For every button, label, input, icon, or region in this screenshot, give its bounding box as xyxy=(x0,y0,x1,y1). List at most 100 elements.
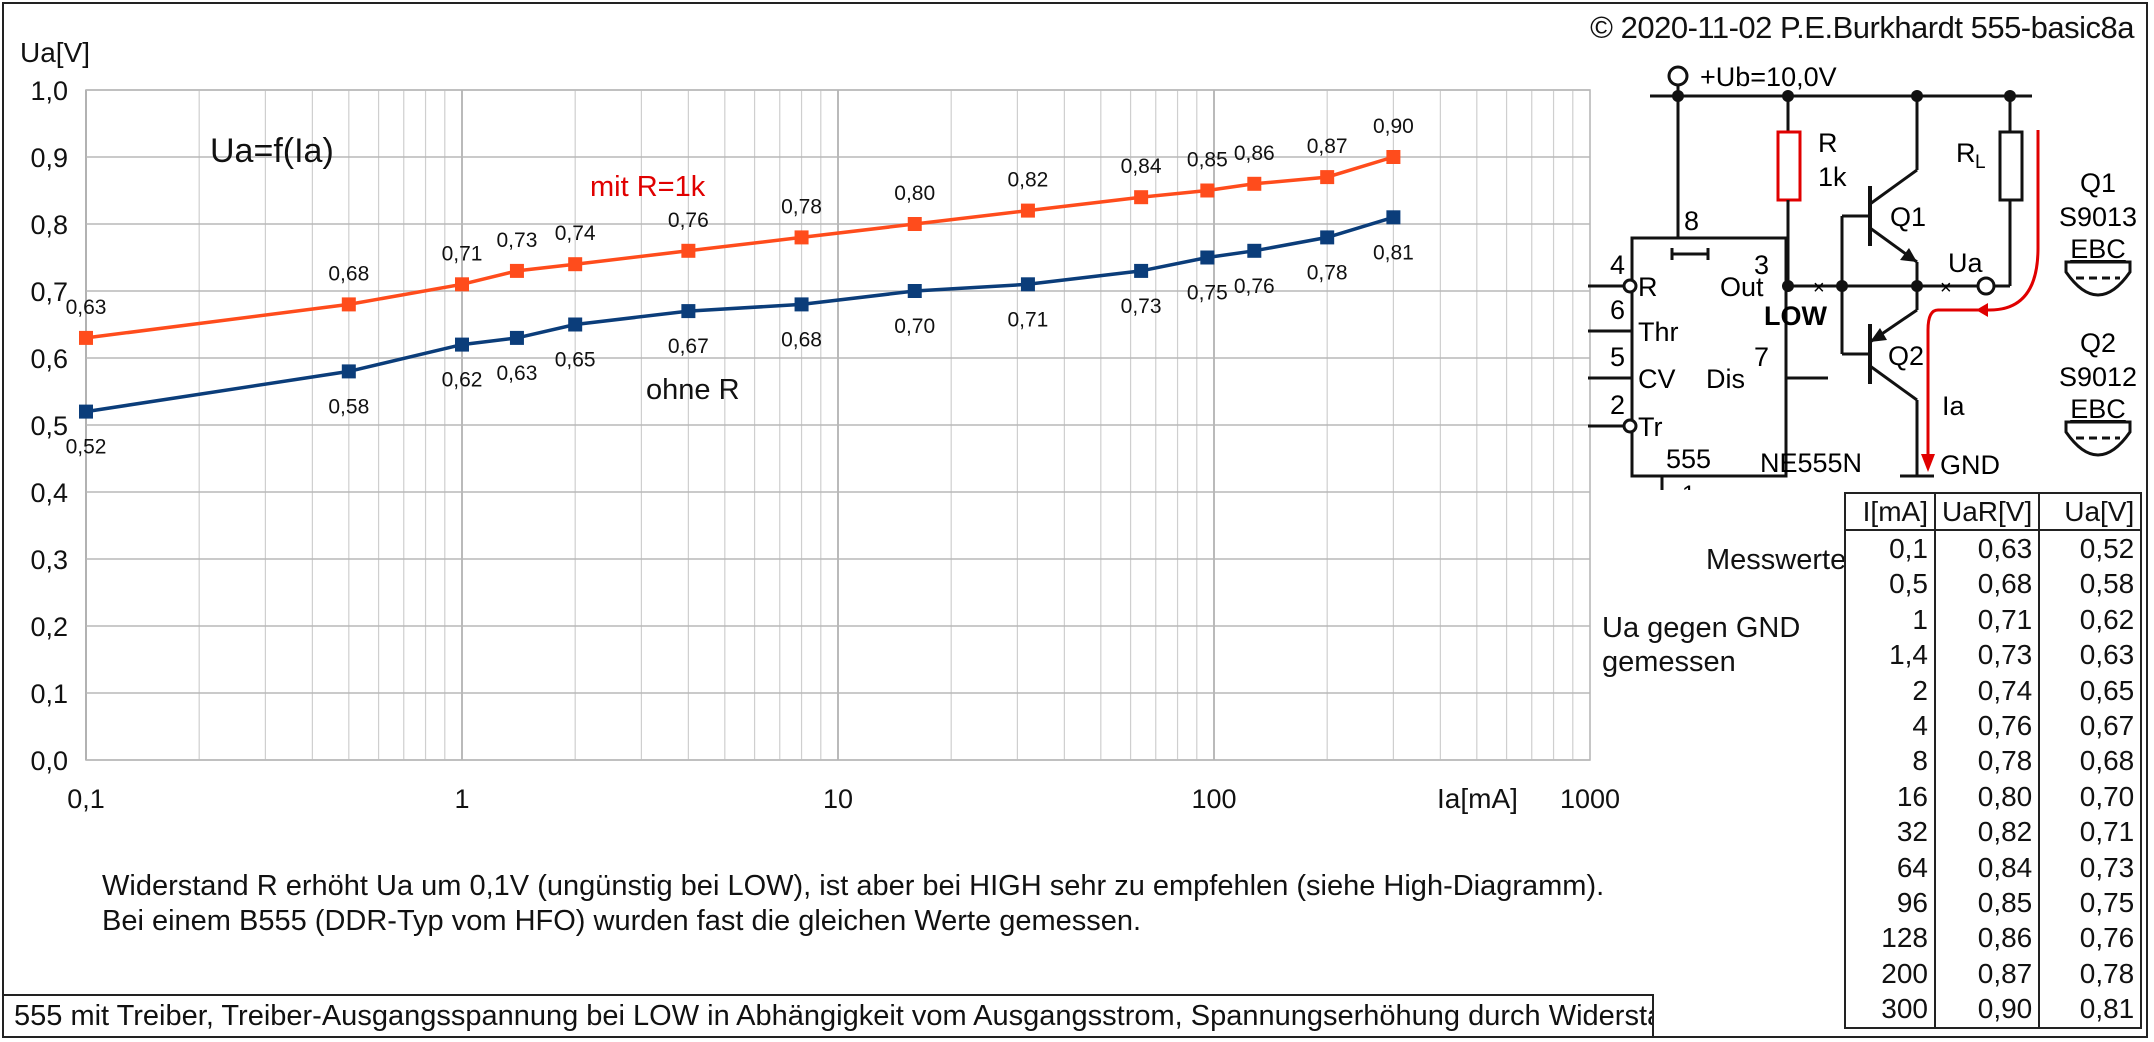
table-cell: 0,73 xyxy=(2038,849,2143,886)
data-label: 0,71 xyxy=(442,242,483,265)
ic-name: 555 xyxy=(1666,444,1711,474)
data-point xyxy=(1200,183,1215,198)
data-point xyxy=(1247,243,1262,258)
table-row: 0,5 0,68 0,58 xyxy=(1844,566,2143,603)
table-row: 96 0,85 0,75 xyxy=(1844,885,2143,921)
rl-sub: L xyxy=(1975,152,1986,173)
y-tick-label: 0,9 xyxy=(30,143,68,173)
q1-name: Q1 xyxy=(1890,202,1926,232)
series-markers xyxy=(79,150,1401,419)
table-cell: 128 xyxy=(1844,920,1936,957)
table-cell: 1,4 xyxy=(1844,637,1936,673)
data-label: 0,63 xyxy=(497,362,538,385)
x-tick-label: 1 xyxy=(454,784,469,814)
rl-name: R xyxy=(1956,138,1976,168)
measurement-note-1: Ua gegen GND xyxy=(1602,612,1801,644)
x-axis-label: Ia[mA] xyxy=(1437,783,1518,814)
table-cell: 0,71 xyxy=(2038,814,2143,850)
table-row: 8 0,78 0,68 xyxy=(1844,743,2143,780)
data-point xyxy=(455,337,469,352)
series-lines xyxy=(85,155,1394,414)
table-header: I[mA] xyxy=(1844,493,1936,532)
y-tick-label: 1,0 xyxy=(30,76,68,106)
table-cell: 0,85 xyxy=(1933,885,2041,921)
table-cell: 0,76 xyxy=(2038,920,2143,957)
table-cell: 0,68 xyxy=(2038,743,2143,780)
table-row: 128 0,86 0,76 xyxy=(1844,920,2143,957)
table-cell: 0,84 xyxy=(1933,849,2041,886)
table-cell: 300 xyxy=(1844,991,1936,1028)
data-label: 0,81 xyxy=(1373,241,1414,264)
q1-package-icon xyxy=(2064,260,2132,297)
table-cell: 0,73 xyxy=(1933,637,2041,673)
table-cell: 0,68 xyxy=(1933,566,2041,603)
data-label: 0,84 xyxy=(1121,155,1162,178)
table-row: 200 0,87 0,78 xyxy=(1844,956,2143,992)
data-point xyxy=(568,257,583,272)
data-label: 0,52 xyxy=(66,436,107,459)
data-point xyxy=(1020,203,1035,218)
table-cell: 8 xyxy=(1844,743,1936,780)
data-point xyxy=(681,243,696,258)
data-label: 0,71 xyxy=(1007,308,1048,331)
table-cell: 200 xyxy=(1844,956,1936,992)
table-cell: 0,82 xyxy=(1933,814,2041,850)
data-point xyxy=(1134,190,1149,205)
q2-name: Q2 xyxy=(1888,341,1924,371)
data-point xyxy=(1134,263,1149,278)
table-header: UaR[V] xyxy=(1933,493,2041,532)
table-cell: 0,65 xyxy=(2038,672,2143,709)
table-title: Messwerte xyxy=(1706,544,1847,576)
chart-grid xyxy=(85,89,1591,761)
pin-2-num: 2 xyxy=(1610,390,1625,420)
data-label: 0,80 xyxy=(894,182,935,205)
y-tick-label: 0,3 xyxy=(30,545,68,575)
y-tick-label: 0,6 xyxy=(30,344,68,374)
data-label: 0,70 xyxy=(894,315,935,338)
current-path xyxy=(1926,130,2040,460)
data-point xyxy=(1247,176,1262,191)
ua-label: Ua xyxy=(1948,248,1983,278)
table-cell: 16 xyxy=(1844,779,1936,815)
chart-title: Ua=f(Ia) xyxy=(210,132,334,170)
pin-7-num: 7 xyxy=(1754,342,1769,372)
resistor-r xyxy=(1776,130,1802,202)
data-point xyxy=(907,284,922,298)
data-point xyxy=(509,330,524,345)
note-line-2: Bei einem B555 (DDR-Typ vom HFO) wurden … xyxy=(102,905,1142,937)
data-label: 0,62 xyxy=(442,369,483,392)
out-state: LOW xyxy=(1764,301,1827,331)
data-label: 0,76 xyxy=(1234,275,1275,298)
x-tick-label: 1000 xyxy=(1560,784,1620,814)
table-cell: 0,90 xyxy=(1933,991,2041,1028)
data-label: 0,75 xyxy=(1187,282,1228,305)
table-cell: 0,87 xyxy=(1933,956,2041,992)
q2-pins: EBC xyxy=(2070,394,2126,424)
y-tick-label: 0,5 xyxy=(30,411,68,441)
data-label: 0,86 xyxy=(1234,142,1275,165)
circuit-diagram: +Ub=10,0V 8 4 R 6 Thr 5 CV 2 Tr Out 3 Di… xyxy=(1588,62,2137,490)
table-cell: 0,62 xyxy=(2038,602,2143,638)
table-cell: 0,1 xyxy=(1844,530,1936,567)
table-cell: 0,81 xyxy=(2038,991,2143,1028)
data-label: 0,78 xyxy=(781,195,822,218)
data-point xyxy=(794,230,809,245)
data-label: 0,68 xyxy=(781,328,822,351)
table-row: 0,1 0,63 0,52 xyxy=(1844,530,2143,567)
pin-tr: Tr xyxy=(1638,412,1662,442)
data-labels: 0,63 0,68 0,71 0,73 0,74 0,76 0,78 0,80 0,82 0,84… xyxy=(66,115,1414,459)
data-label: 0,76 xyxy=(668,209,709,232)
table-cell: 0,63 xyxy=(2038,637,2143,673)
ic-type: NE555N xyxy=(1760,448,1862,478)
data-point xyxy=(341,297,356,312)
table-cell: 0,70 xyxy=(2038,779,2143,815)
r-value: 1k xyxy=(1818,162,1847,192)
series-line-1 xyxy=(85,215,1394,414)
data-label: 0,87 xyxy=(1307,135,1348,158)
table-cell: 0,58 xyxy=(2038,566,2143,603)
data-point xyxy=(509,263,524,278)
figure-caption: 555 mit Treiber, Treiber-Ausgangsspannun… xyxy=(2,994,1654,1038)
y-tick-label: 0,8 xyxy=(30,210,68,240)
data-label: 0,67 xyxy=(668,335,709,358)
pin-8-num: 8 xyxy=(1684,206,1699,236)
